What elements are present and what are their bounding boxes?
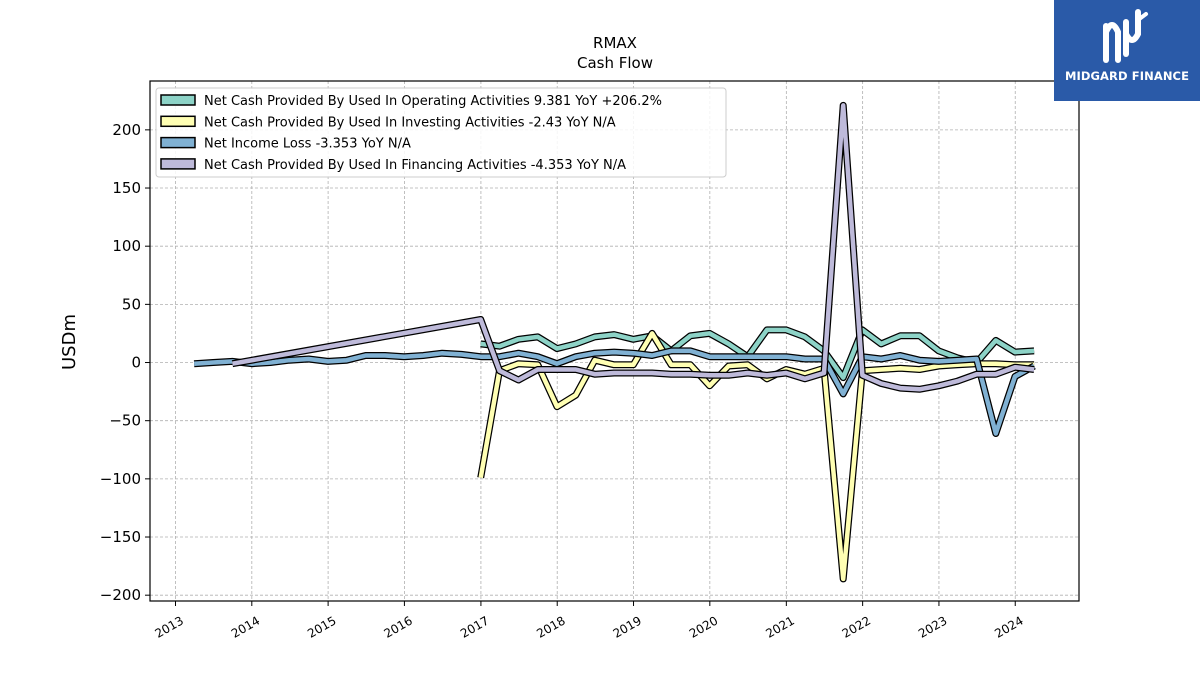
y-tick-label: 0 [131, 354, 141, 372]
x-tick-label: 2014 [229, 613, 262, 640]
series-lines [193, 101, 1036, 583]
x-tick-label: 2015 [305, 613, 338, 640]
y-tick-label: −150 [100, 528, 141, 546]
legend-entry: Net Cash Provided By Used In Investing A… [204, 115, 616, 130]
axis-ticks: 200 150 100 50 0 −50 −100 −150 −200 2013 2014 2015 2… [100, 121, 1026, 641]
series-line [480, 327, 1035, 380]
brand-logo: MIDGARD FINANCE [1054, 0, 1200, 101]
legend-box [155, 87, 727, 178]
x-tick-label: 2021 [763, 613, 796, 640]
y-tick-label: 100 [112, 237, 141, 255]
x-tick-label: 2024 [992, 613, 1025, 640]
x-tick-label: 2020 [687, 613, 720, 640]
midgard-logo-icon [1103, 9, 1148, 63]
legend-swatch [160, 115, 196, 128]
legend-swatch [160, 94, 196, 106]
x-tick-label: 2019 [611, 613, 644, 640]
legend-entry: Net Income Loss -3.353 YoY N/A [204, 137, 411, 152]
series-line [232, 103, 1035, 392]
x-tick-label: 2018 [534, 613, 567, 640]
y-tick-label: −100 [100, 470, 141, 488]
legend: Net Cash Provided By Used In Operating A… [155, 87, 727, 178]
x-tick-label: 2023 [916, 613, 949, 640]
x-tick-label: 2016 [381, 613, 414, 640]
legend-entry: Net Cash Provided By Used In Operating A… [204, 94, 662, 109]
chart-subtitle: Cash Flow [577, 54, 653, 72]
y-tick-label: 150 [112, 179, 141, 197]
legend-swatch [160, 158, 196, 170]
series-line [193, 348, 1036, 436]
y-tick-label: −50 [109, 412, 141, 430]
y-tick-label: 50 [122, 295, 141, 313]
x-tick-label: 2022 [840, 613, 873, 640]
plot-frame [149, 80, 1080, 602]
y-tick-label: −200 [100, 586, 141, 604]
brand-name: MIDGARD FINANCE [1064, 69, 1190, 83]
legend-swatch [160, 136, 196, 149]
chart-title: RMAX [593, 34, 637, 52]
y-tick-label: 200 [112, 121, 141, 139]
legend-entry: Net Cash Provided By Used In Financing A… [204, 158, 626, 173]
x-tick-label: 2013 [153, 613, 186, 640]
x-tick-label: 2017 [458, 613, 491, 640]
y-axis-label: USDm [59, 314, 80, 370]
